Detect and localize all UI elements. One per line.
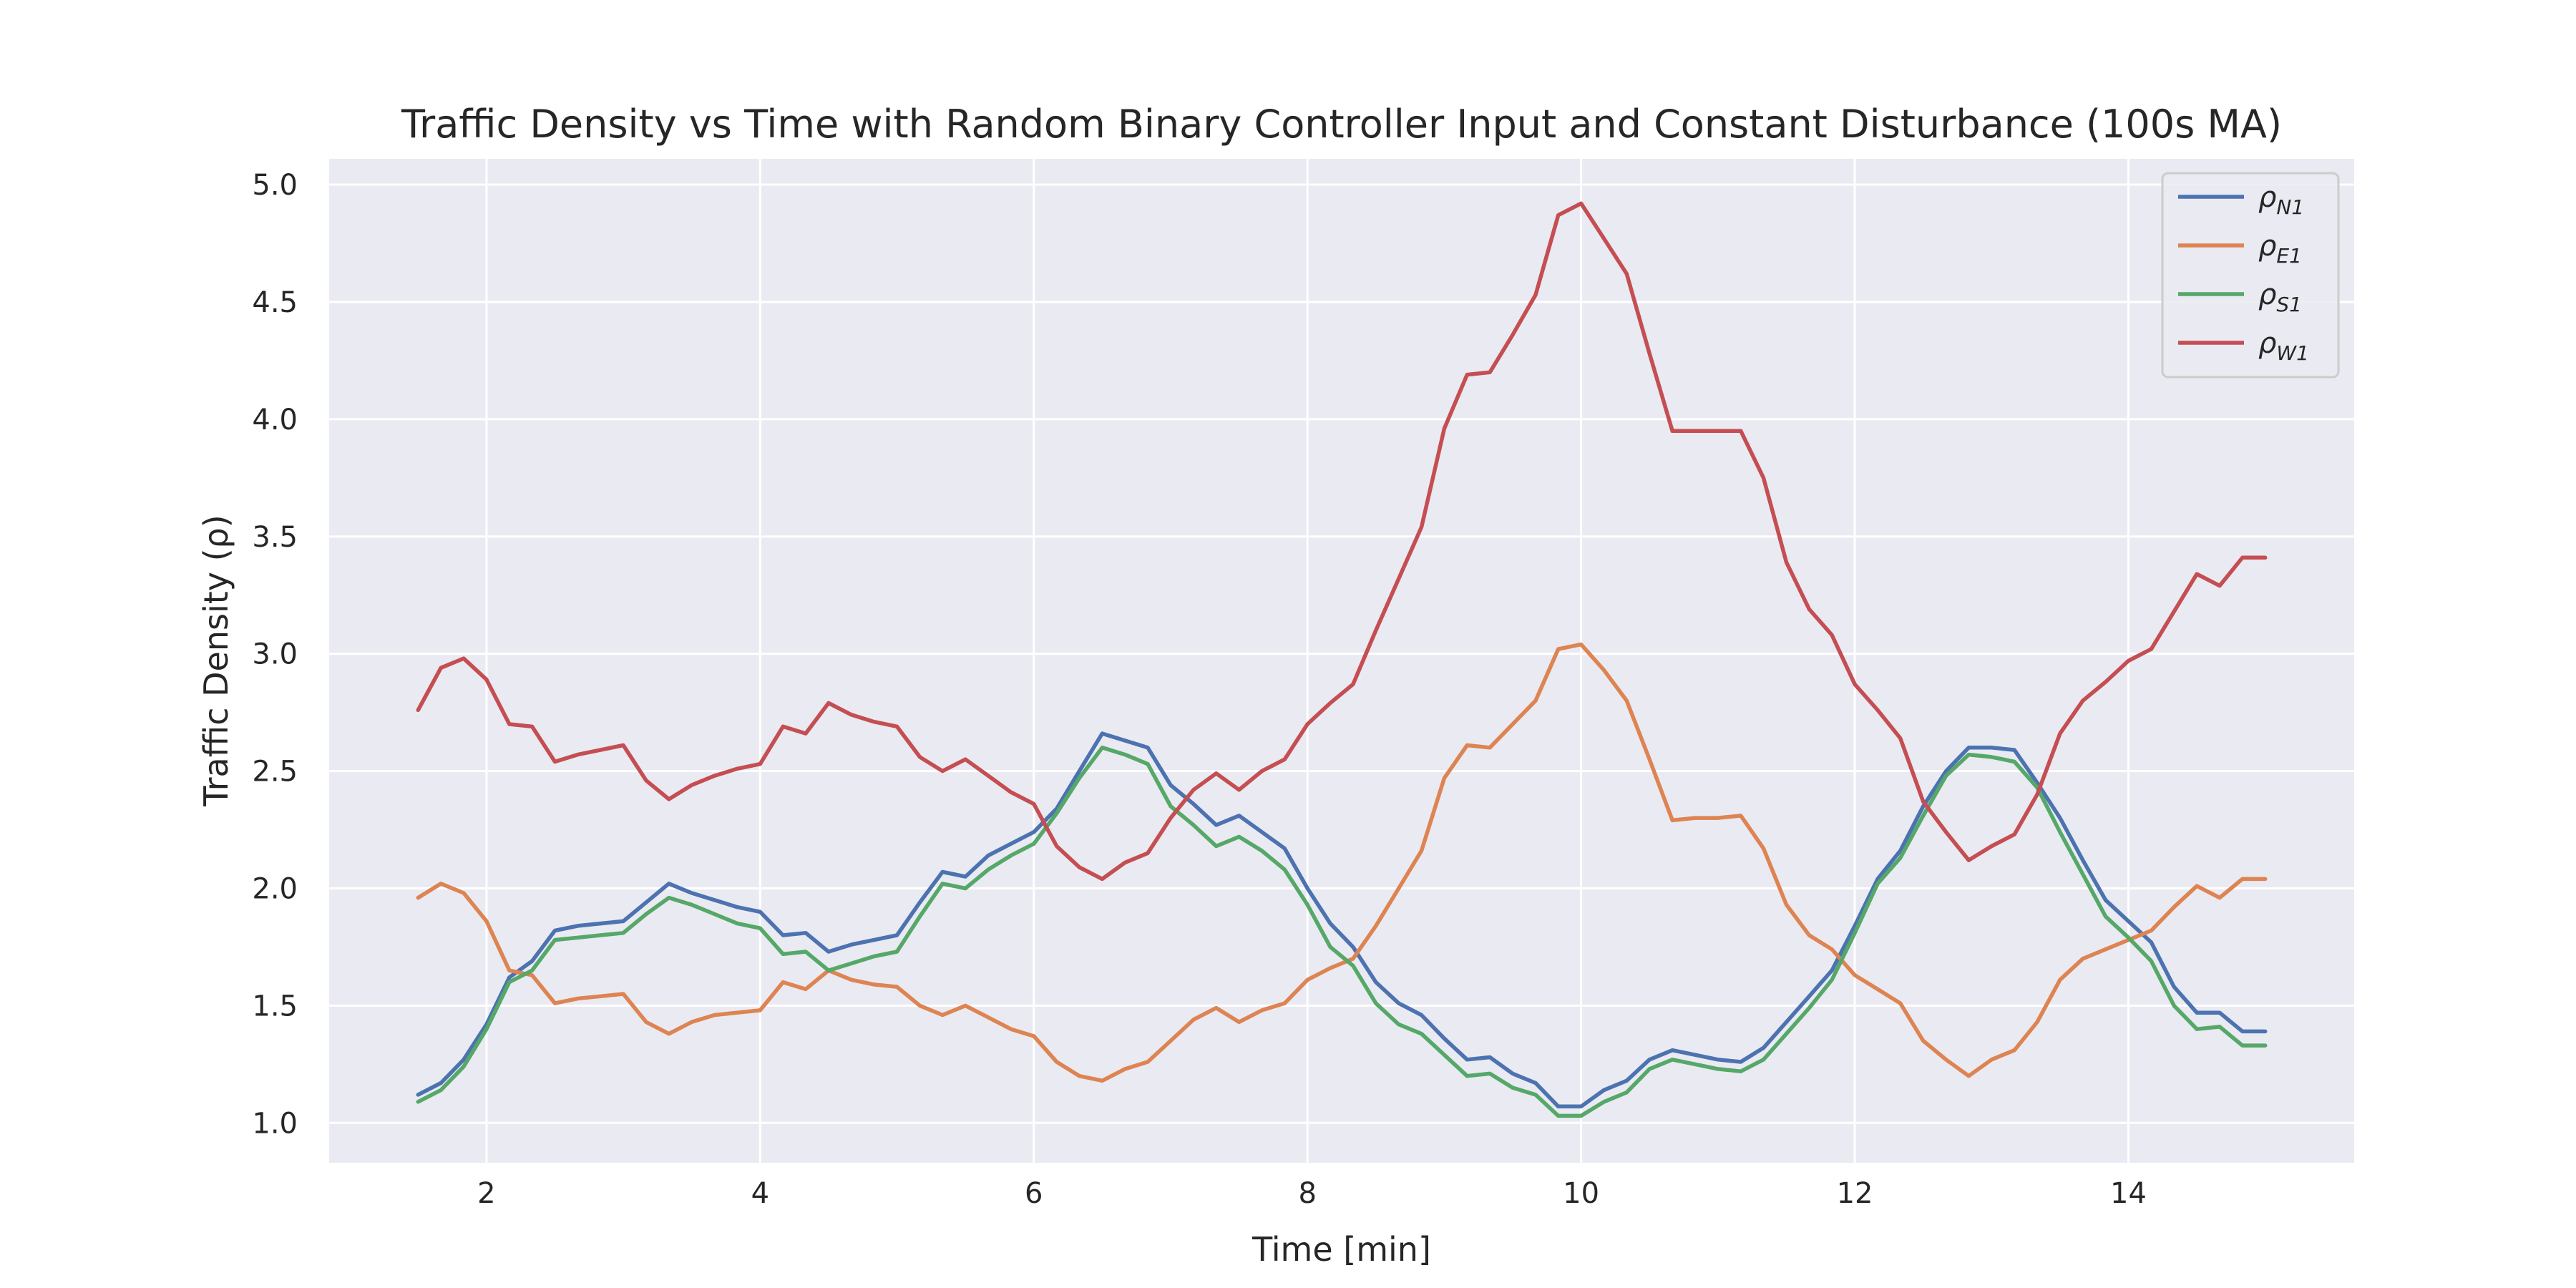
y-tick-label: 5.0	[252, 169, 298, 202]
plot-background	[329, 159, 2354, 1163]
y-tick-label: 3.5	[252, 521, 298, 554]
x-tick-label: 6	[1025, 1177, 1043, 1210]
y-tick-label: 1.0	[252, 1107, 298, 1140]
y-tick-label: 1.5	[252, 990, 298, 1023]
x-tick-label: 14	[2110, 1177, 2147, 1210]
series-line-w1	[416, 201, 2268, 882]
x-tick-labels: 2 4 6 8 10 12 14	[477, 1177, 2147, 1210]
legend-label-e1: ρE1	[2258, 230, 2302, 268]
y-tick-label: 3.0	[252, 638, 298, 671]
series-line-n1	[416, 731, 2268, 1109]
chart-title: Traffic Density vs Time with Random Bina…	[401, 102, 2282, 147]
legend-label-s1: ρS1	[2258, 278, 2302, 316]
legend-label-n1: ρN1	[2258, 181, 2304, 219]
x-tick-label: 2	[477, 1177, 495, 1210]
y-tick-label: 4.0	[252, 404, 298, 436]
legend-label-w1: ρW1	[2258, 327, 2309, 365]
legend: ρN1 ρE1 ρS1 ρW1	[2161, 172, 2340, 379]
x-tick-label: 10	[1563, 1177, 1599, 1210]
x-tick-label: 8	[1298, 1177, 1316, 1210]
legend-box	[2161, 172, 2340, 379]
y-tick-label: 2.0	[252, 872, 298, 905]
grid-lines	[329, 159, 2354, 1163]
series-line-e1	[416, 642, 2268, 1083]
y-tick-label: 2.5	[252, 756, 298, 789]
y-tick-label: 4.5	[252, 286, 298, 319]
x-tick-label: 12	[1837, 1177, 1873, 1210]
x-tick-label: 4	[751, 1177, 769, 1210]
series-line-s1	[416, 746, 2268, 1118]
x-axis-label: Time [min]	[1252, 1230, 1431, 1269]
y-axis-label: Traffic Density (ρ)	[197, 514, 235, 806]
y-tick-labels: 1.0 1.5 2.0 2.5 3.0 3.5 4.0 4.5 5.0	[252, 169, 298, 1140]
series-lines	[416, 201, 2268, 1118]
